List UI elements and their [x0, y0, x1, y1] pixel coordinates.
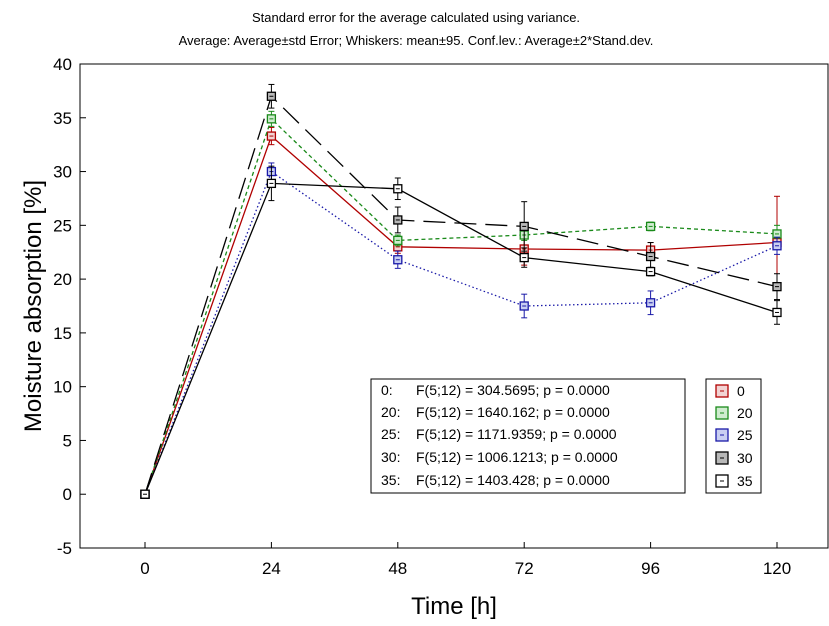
x-tick-label: 48	[388, 559, 407, 578]
stats-text-2: F(5;12) = 1171.9359; p = 0.0000	[416, 426, 617, 442]
y-tick-label: 5	[63, 431, 72, 450]
stats-text-4: F(5;12) = 1403.428; p = 0.0000	[416, 472, 610, 488]
y-tick-label: 35	[53, 109, 72, 128]
x-axis: 0 24 48 72 96 120	[140, 542, 791, 578]
legend-label-3: 30	[737, 450, 753, 466]
stats-label-3: 30:	[381, 449, 400, 465]
y-axis: -5 0 5 10 15 20 25 30 35 40	[53, 55, 86, 558]
series-35	[140, 165, 782, 499]
y-tick-label: 10	[53, 378, 72, 397]
legend-label-0: 0	[737, 383, 745, 399]
legend-label-1: 20	[737, 405, 753, 421]
stats-text-1: F(5;12) = 1640.162; p = 0.0000	[416, 404, 610, 420]
stats-label-0: 0:	[381, 382, 393, 398]
y-axis-label: Moisture absorption [%]	[20, 180, 47, 432]
x-tick-label: 0	[140, 559, 149, 578]
stats-box: 0: F(5;12) = 304.5695; p = 0.0000 20: F(…	[370, 378, 686, 494]
legend-label-2: 25	[737, 427, 753, 443]
stats-label-1: 20:	[381, 404, 400, 420]
x-tick-label: 96	[641, 559, 660, 578]
stats-label-4: 35:	[381, 472, 400, 488]
x-tick-label: 120	[763, 559, 791, 578]
x-tick-label: 72	[515, 559, 534, 578]
stats-text-0: F(5;12) = 304.5695; p = 0.0000	[416, 382, 610, 398]
chart-title-line2: Average: Average±std Error; Whiskers: me…	[179, 33, 654, 48]
y-tick-label: 20	[53, 270, 72, 289]
x-axis-label: Time [h]	[411, 593, 497, 620]
stats-box-frame	[370, 378, 686, 494]
x-tick-label: 24	[262, 559, 281, 578]
y-tick-label: -5	[57, 539, 72, 558]
y-tick-label: 15	[53, 324, 72, 343]
plot-frame	[79, 63, 829, 549]
y-tick-label: 40	[53, 55, 72, 74]
series-layer	[140, 83, 782, 499]
series-line	[144, 170, 778, 495]
legend-frame	[705, 378, 762, 494]
legend-label-4: 35	[737, 473, 753, 489]
stats-label-2: 25:	[381, 426, 400, 442]
y-tick-label: 30	[53, 163, 72, 182]
stats-text-3: F(5;12) = 1006.1213; p = 0.0000	[416, 449, 618, 465]
chart-title-line1: Standard error for the average calculate…	[252, 10, 580, 25]
series-line	[144, 134, 778, 495]
y-tick-label: 0	[63, 485, 72, 504]
y-tick-label: 25	[53, 216, 72, 235]
series-line	[144, 182, 778, 495]
series-line	[144, 117, 778, 495]
legend: 0 20 25 30 35	[705, 378, 762, 494]
